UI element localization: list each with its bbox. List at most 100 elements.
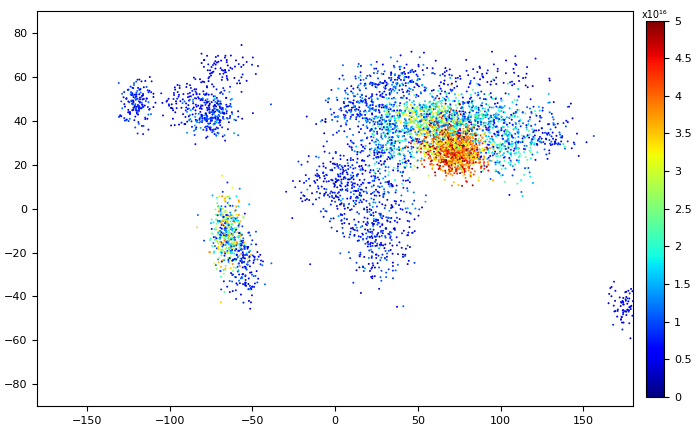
Point bbox=[510, 149, 521, 156]
Point bbox=[385, 234, 396, 241]
Point bbox=[233, 260, 244, 267]
Point bbox=[441, 170, 452, 177]
Point bbox=[209, 248, 220, 255]
Point bbox=[465, 158, 476, 165]
Point bbox=[452, 135, 464, 141]
Point bbox=[432, 125, 443, 132]
Point bbox=[228, 256, 239, 263]
Point bbox=[409, 101, 420, 108]
Point bbox=[374, 145, 386, 152]
Point bbox=[459, 114, 470, 120]
Point bbox=[501, 127, 512, 134]
Point bbox=[365, 211, 376, 218]
Point bbox=[228, 215, 239, 222]
Point bbox=[365, 127, 376, 134]
Point bbox=[182, 108, 193, 115]
Point bbox=[445, 127, 456, 134]
Point bbox=[355, 166, 366, 173]
Point bbox=[221, 239, 232, 246]
Point bbox=[221, 228, 232, 235]
Point bbox=[485, 113, 496, 120]
Point bbox=[338, 201, 349, 208]
Point bbox=[484, 114, 496, 121]
Point bbox=[466, 146, 477, 153]
Point bbox=[411, 104, 422, 111]
Point bbox=[450, 143, 461, 150]
Point bbox=[450, 160, 461, 166]
Point bbox=[380, 241, 391, 248]
Point bbox=[454, 142, 465, 149]
Point bbox=[445, 134, 457, 141]
Point bbox=[383, 135, 394, 142]
Point bbox=[466, 94, 477, 101]
Point bbox=[357, 166, 368, 173]
Point bbox=[451, 110, 462, 117]
Point bbox=[426, 111, 437, 118]
Point bbox=[440, 144, 451, 151]
Point bbox=[227, 184, 238, 191]
Point bbox=[383, 128, 395, 135]
Point bbox=[484, 157, 496, 164]
Point bbox=[229, 218, 240, 225]
Point bbox=[359, 145, 370, 152]
Point bbox=[367, 92, 378, 99]
Point bbox=[386, 108, 397, 115]
Point bbox=[238, 254, 249, 261]
Point bbox=[387, 108, 398, 114]
Point bbox=[331, 114, 342, 120]
Point bbox=[182, 118, 193, 125]
Point bbox=[422, 141, 434, 147]
Point bbox=[342, 195, 353, 202]
Point bbox=[232, 255, 243, 262]
Point bbox=[487, 114, 498, 121]
Point bbox=[419, 84, 430, 91]
Point bbox=[497, 141, 508, 147]
Point bbox=[456, 91, 467, 98]
Point bbox=[246, 286, 257, 292]
Point bbox=[430, 57, 441, 64]
Point bbox=[129, 101, 141, 108]
Point bbox=[337, 224, 348, 231]
Point bbox=[398, 184, 409, 191]
Point bbox=[484, 121, 495, 128]
Point bbox=[471, 146, 482, 153]
Point bbox=[223, 238, 235, 245]
Point bbox=[452, 148, 463, 155]
Point bbox=[462, 122, 473, 129]
Point bbox=[219, 249, 230, 255]
Point bbox=[355, 249, 366, 256]
Point bbox=[427, 108, 438, 115]
Point bbox=[458, 118, 469, 125]
Point bbox=[423, 151, 434, 158]
Point bbox=[313, 183, 324, 190]
Point bbox=[553, 140, 564, 147]
Point bbox=[438, 127, 450, 134]
Point bbox=[379, 88, 390, 95]
Point bbox=[114, 113, 125, 120]
Point bbox=[450, 168, 461, 175]
Point bbox=[230, 287, 242, 294]
Point bbox=[320, 164, 331, 171]
Point bbox=[356, 157, 367, 164]
Point bbox=[323, 95, 334, 102]
Point bbox=[402, 87, 413, 94]
Point bbox=[383, 189, 394, 196]
Point bbox=[400, 177, 411, 184]
Point bbox=[498, 135, 509, 142]
Point bbox=[390, 120, 401, 126]
Point bbox=[202, 95, 213, 102]
Point bbox=[521, 126, 532, 133]
Point bbox=[131, 89, 142, 96]
Point bbox=[420, 114, 432, 121]
Point bbox=[422, 151, 433, 158]
Point bbox=[438, 148, 450, 155]
Point bbox=[237, 258, 248, 265]
Point bbox=[374, 199, 385, 206]
Point bbox=[461, 124, 472, 131]
Point bbox=[411, 94, 422, 101]
Point bbox=[336, 180, 347, 187]
Point bbox=[232, 239, 243, 246]
Point bbox=[452, 147, 463, 154]
Point bbox=[457, 135, 468, 141]
Point bbox=[386, 144, 397, 151]
